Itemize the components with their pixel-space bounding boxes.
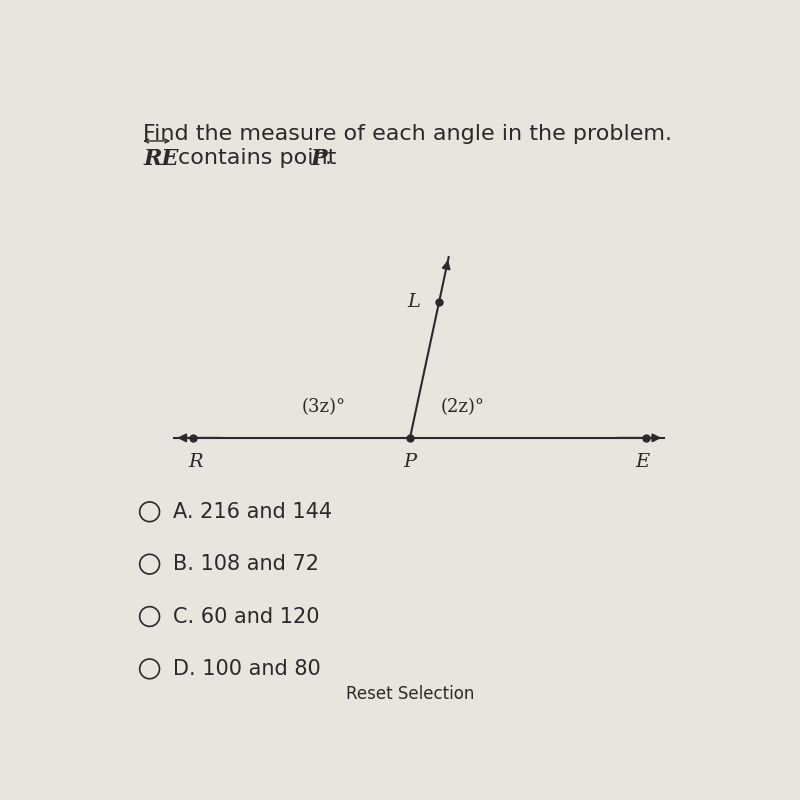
Text: B. 108 and 72: B. 108 and 72 — [173, 554, 319, 574]
Text: A. 216 and 144: A. 216 and 144 — [173, 502, 332, 522]
Text: R: R — [189, 454, 203, 471]
Text: (3z)°: (3z)° — [301, 398, 346, 416]
Text: Find the measure of each angle in the problem.: Find the measure of each angle in the pr… — [143, 124, 672, 144]
Text: Reset Selection: Reset Selection — [346, 685, 474, 702]
Text: C. 60 and 120: C. 60 and 120 — [173, 606, 320, 626]
Text: L: L — [407, 294, 421, 311]
Text: .: . — [325, 148, 331, 168]
Text: (2z)°: (2z)° — [441, 398, 485, 416]
Text: RE: RE — [143, 148, 179, 170]
Text: contains point: contains point — [178, 148, 343, 168]
Text: E: E — [635, 454, 650, 471]
Text: P: P — [403, 454, 417, 471]
Text: P: P — [310, 148, 327, 170]
Text: D. 100 and 80: D. 100 and 80 — [173, 659, 321, 679]
